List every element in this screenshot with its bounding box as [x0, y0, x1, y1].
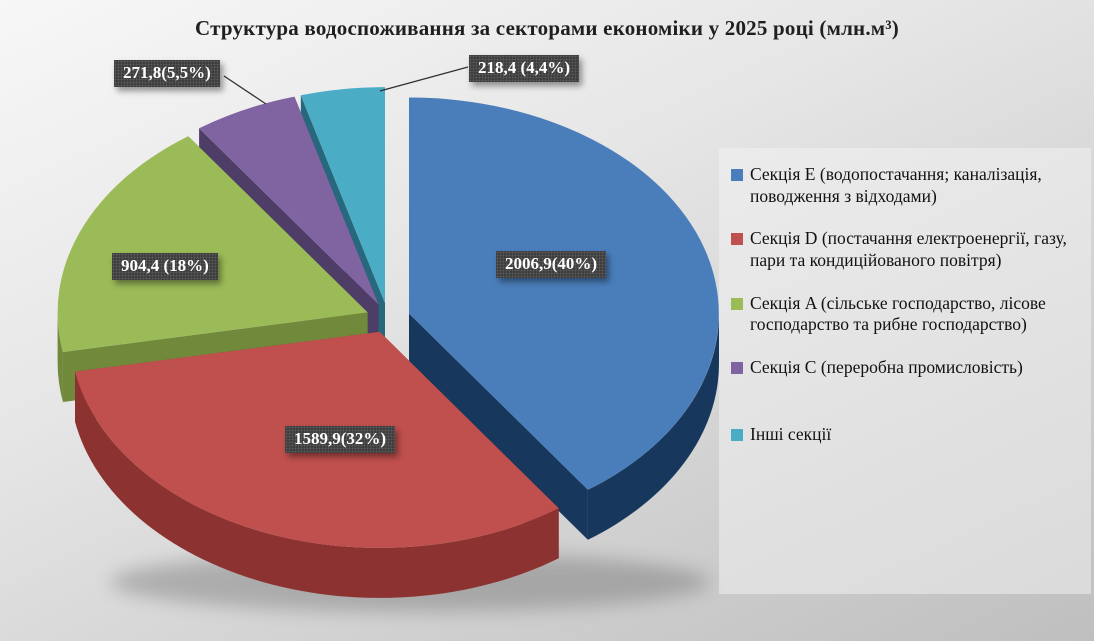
pie-slice-2-top — [57, 136, 368, 352]
data-label-sekcia-c: 271,8(5,5%) — [114, 60, 220, 87]
pie-slice-0-top — [409, 97, 719, 490]
legend-swatch-inshi-sekcii — [731, 428, 743, 441]
pie-slice-2-wall — [57, 312, 63, 402]
data-label-sekcia-e: 2006,9(40%) — [496, 251, 607, 278]
pie-slice-0-wall — [587, 313, 719, 540]
legend-label-inshi-sekcii: Інші секції — [750, 423, 832, 444]
legend-item-sekcia-e: Секція E (водопостачання; каналізація, п… — [731, 164, 1081, 207]
pie-slice-3-top — [199, 96, 379, 305]
legend-item-inshi-sekcii: Інші секції — [731, 424, 1081, 446]
data-label-sekcia-a: 904,4 (18%) — [112, 253, 218, 280]
legend-item-sekcia-d: Секція D (постачання електроенергії, газ… — [731, 228, 1081, 271]
pie-slice-1-wall — [75, 371, 559, 598]
legend-item-sekcia-c: Секція C (переробна промисловість) — [731, 357, 1081, 379]
pie-slice-0-face — [409, 313, 588, 540]
pie-slice-4-top — [300, 87, 385, 304]
legend-swatch-sekcia-e — [731, 169, 743, 181]
legend: Секція E (водопостачання; каналізація, п… — [719, 148, 1091, 594]
legend-item-sekcia-a: Секція A (сільське господарство, лісове … — [731, 293, 1081, 336]
leader-line-sekcia-c — [223, 75, 267, 105]
leader-line-inshi-sekcii — [379, 66, 469, 92]
data-label-sekcia-d: 1589,9(32%) — [285, 426, 396, 453]
legend-swatch-sekcia-a — [731, 297, 743, 310]
legend-label-sekcia-e: Секція E (водопостачання; каналізація, п… — [750, 164, 1042, 206]
legend-label-sekcia-d: Секція D (постачання електроенергії, газ… — [750, 228, 1067, 271]
legend-label-sekcia-a: Секція A (сільське господарство, лісове … — [750, 292, 1046, 335]
legend-swatch-sekcia-c — [731, 362, 743, 375]
legend-label-sekcia-c: Секція C (переробна промисловість) — [750, 357, 1023, 378]
chart-title: Структура водоспоживання за секторами ек… — [195, 16, 899, 40]
data-label-inshi-sekcii: 218,4 (4,4%) — [469, 55, 580, 82]
legend-swatch-sekcia-d — [731, 233, 743, 246]
